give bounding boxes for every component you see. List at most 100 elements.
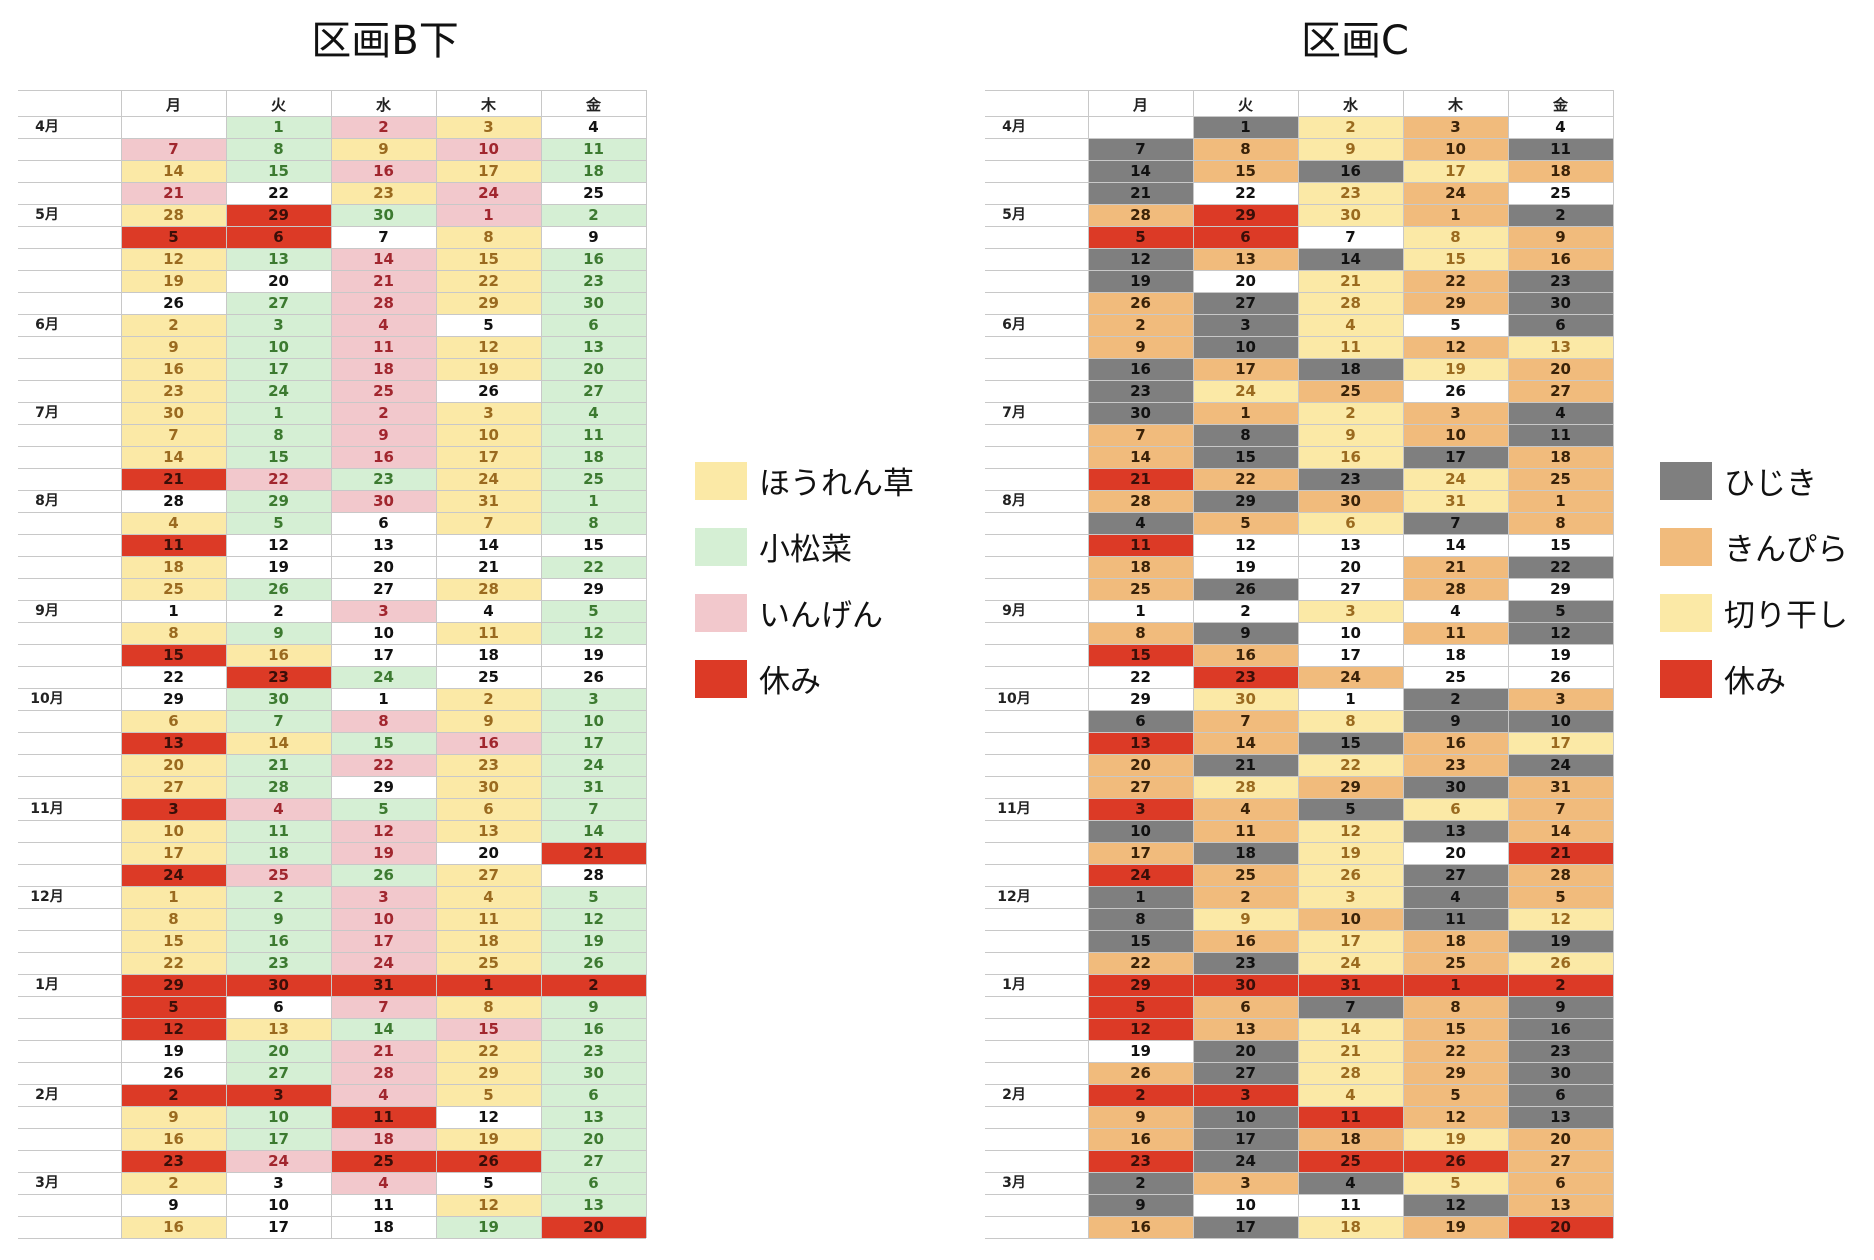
day-cell: 31: [1298, 974, 1403, 996]
day-cell: 20: [121, 754, 226, 776]
day-cell: 3: [1298, 886, 1403, 908]
day-cell: 21: [1403, 556, 1508, 578]
day-cell: 6: [1298, 512, 1403, 534]
day-cell: 9: [1193, 622, 1298, 644]
day-cell: 11: [226, 820, 331, 842]
grid-row-line: [985, 160, 1613, 161]
day-cell: 16: [331, 446, 436, 468]
legend-swatch: [695, 461, 747, 500]
weekday-header: 金: [1552, 96, 1568, 114]
day-cell: 2: [121, 1172, 226, 1194]
day-cell: 18: [331, 1216, 436, 1238]
day-cell: 29: [121, 974, 226, 996]
day-cell: 30: [541, 1062, 646, 1084]
day-cell: 2: [1298, 402, 1403, 424]
day-cell: 25: [436, 666, 541, 688]
day-cell: 6: [1508, 1084, 1613, 1106]
day-cell: 21: [1088, 182, 1193, 204]
day-cell: 4: [331, 314, 436, 336]
grid-row-line: [18, 204, 646, 205]
legend-swatch: [1660, 527, 1712, 566]
day-cell: 5: [121, 226, 226, 248]
day-cell: 26: [1088, 292, 1193, 314]
day-cell: 26: [436, 380, 541, 402]
day-cell: 19: [541, 930, 646, 952]
day-cell: 14: [1298, 248, 1403, 270]
grid-row-line: [985, 578, 1613, 579]
day-cell: 28: [1403, 578, 1508, 600]
day-cell: 18: [331, 358, 436, 380]
panel-title: 区画C: [1301, 18, 1409, 64]
month-label: 1月: [1002, 977, 1026, 993]
day-cell: 14: [331, 248, 436, 270]
day-cell: 10: [1508, 710, 1613, 732]
day-cell: 30: [1508, 292, 1613, 314]
grid-row-line: [985, 974, 1613, 975]
day-cell: 19: [1088, 1040, 1193, 1062]
day-cell: 26: [1193, 578, 1298, 600]
day-cell: 15: [1298, 732, 1403, 754]
day-cell: 12: [436, 336, 541, 358]
day-cell: 14: [1088, 160, 1193, 182]
day-cell: 9: [1508, 226, 1613, 248]
day-cell: 7: [226, 710, 331, 732]
day-cell: 21: [1508, 842, 1613, 864]
day-cell: 30: [1298, 204, 1403, 226]
grid-row-line: [18, 314, 646, 315]
day-cell: 26: [331, 864, 436, 886]
day-cell: 12: [1193, 534, 1298, 556]
weekday-header: 水: [375, 96, 391, 114]
day-cell: 30: [541, 292, 646, 314]
day-cell: 14: [1088, 446, 1193, 468]
day-cell: 13: [1298, 534, 1403, 556]
day-cell: 1: [1193, 402, 1298, 424]
day-cell: 9: [1088, 1106, 1193, 1128]
day-cell: 16: [1298, 160, 1403, 182]
day-cell: 20: [541, 358, 646, 380]
day-cell: 25: [1298, 380, 1403, 402]
legend-item: ほうれん草: [695, 458, 914, 503]
day-cell: 6: [1403, 798, 1508, 820]
legend-label: きんぴら: [1724, 532, 1848, 568]
month-label: 4月: [1002, 119, 1026, 135]
day-cell: 29: [121, 688, 226, 710]
day-cell: 20: [226, 1040, 331, 1062]
month-label: 9月: [1002, 603, 1026, 619]
day-cell: 27: [1298, 578, 1403, 600]
day-cell: 9: [436, 710, 541, 732]
day-cell: 15: [436, 248, 541, 270]
day-cell: 11: [1403, 622, 1508, 644]
day-cell: 5: [331, 798, 436, 820]
day-cell: 14: [1193, 732, 1298, 754]
grid-row-line: [985, 1128, 1613, 1129]
day-cell: 6: [541, 1084, 646, 1106]
grid-row-line: [18, 292, 646, 293]
day-cell: 11: [1403, 908, 1508, 930]
month-label: 11月: [30, 801, 64, 817]
day-cell: 14: [226, 732, 331, 754]
day-cell: 13: [1508, 1106, 1613, 1128]
day-cell: 10: [436, 424, 541, 446]
day-cell: 16: [121, 1128, 226, 1150]
day-cell: 18: [1298, 358, 1403, 380]
day-cell: 1: [331, 688, 436, 710]
grid-row-line: [18, 446, 646, 447]
day-cell: 13: [1508, 336, 1613, 358]
day-cell: 29: [226, 204, 331, 226]
day-cell: 9: [121, 336, 226, 358]
grid-row-line: [18, 578, 646, 579]
day-cell: 9: [1508, 996, 1613, 1018]
month-label: 6月: [1002, 317, 1026, 333]
day-cell: 18: [331, 1128, 436, 1150]
day-cell: 24: [1193, 380, 1298, 402]
legend-item: 休み: [695, 656, 821, 701]
day-cell: 7: [1193, 710, 1298, 732]
day-cell: 9: [1298, 424, 1403, 446]
grid-row-line: [985, 1194, 1613, 1195]
legend-label: ひじき: [1724, 466, 1817, 502]
day-cell: 5: [541, 886, 646, 908]
grid-col-line: [1508, 90, 1509, 1238]
day-cell: 10: [1298, 908, 1403, 930]
day-cell: 10: [1193, 336, 1298, 358]
day-cell: 26: [1088, 1062, 1193, 1084]
